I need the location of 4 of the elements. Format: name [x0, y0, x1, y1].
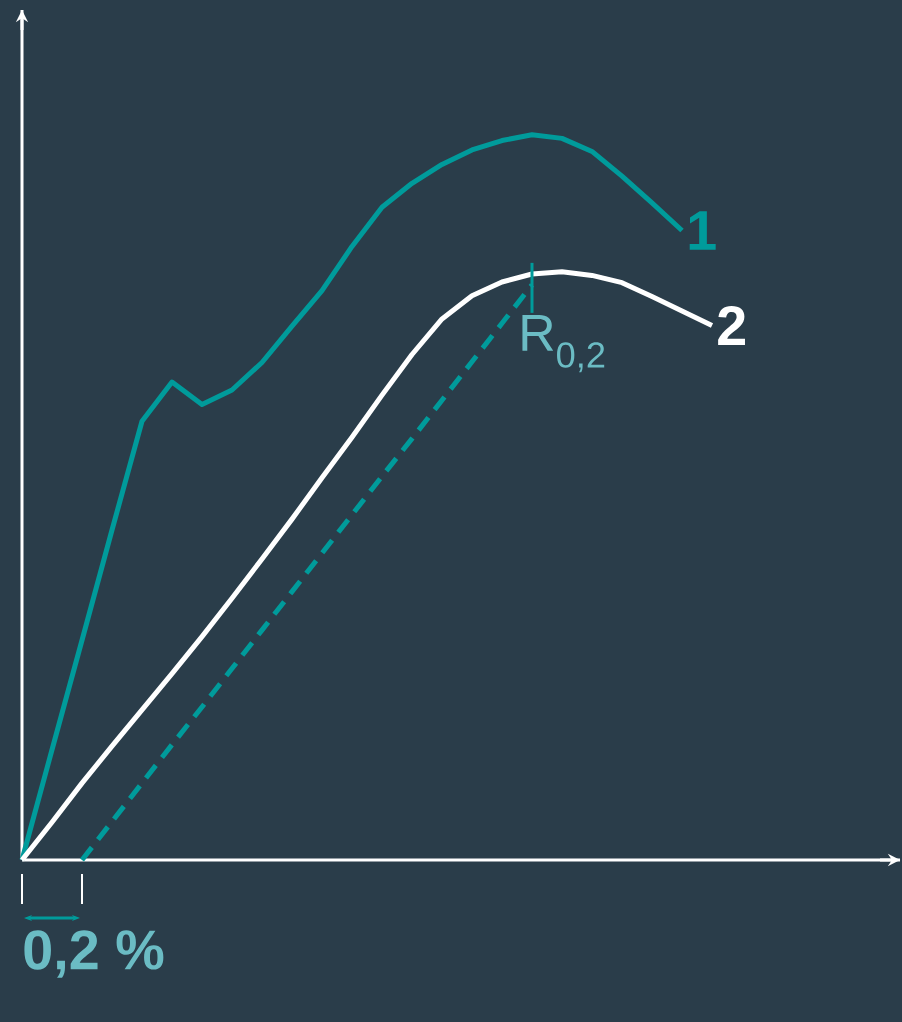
series-label: 2 [718, 306, 745, 345]
text: 0,2 % [24, 930, 164, 978]
annotation: R$_{0,2}$ [522, 315, 605, 373]
series-label: 1 [689, 211, 716, 250]
